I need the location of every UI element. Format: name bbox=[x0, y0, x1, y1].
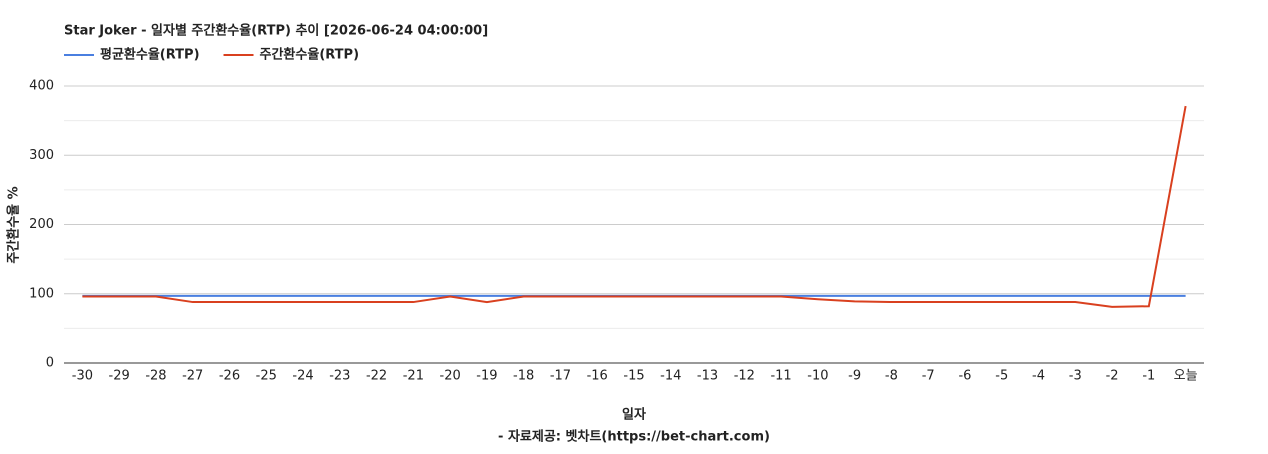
x-tick-label: 오늘 bbox=[1174, 369, 1198, 384]
x-tick-label: -3 bbox=[1069, 369, 1082, 384]
x-tick-label: -29 bbox=[109, 369, 130, 384]
y-axis-title: 주간환수율 % bbox=[6, 186, 22, 263]
series-line bbox=[82, 105, 1187, 308]
x-tick-label: -22 bbox=[366, 369, 387, 384]
x-tick-label: -1 bbox=[1142, 369, 1155, 384]
x-tick-label: -26 bbox=[219, 369, 240, 384]
x-tick-label: -25 bbox=[256, 369, 277, 384]
y-tick-label: 400 bbox=[29, 79, 54, 94]
x-tick-label: -24 bbox=[292, 369, 313, 384]
chart-title: Star Joker - 일자별 주간환수율(RTP) 추이 [2026-06-… bbox=[64, 23, 488, 39]
x-tick-label: -13 bbox=[697, 369, 718, 384]
x-tick-label: -19 bbox=[476, 369, 497, 384]
x-axis-title: 일자 bbox=[622, 408, 646, 423]
x-tick-label: -14 bbox=[660, 369, 681, 384]
x-tick-label: -17 bbox=[550, 369, 571, 384]
legend-label: 평균환수율(RTP) bbox=[100, 47, 200, 63]
x-tick-label: -6 bbox=[958, 369, 971, 384]
x-tick-label: -21 bbox=[403, 369, 424, 384]
x-tick-label: -2 bbox=[1106, 369, 1119, 384]
y-tick-label: 200 bbox=[29, 217, 54, 232]
y-tick-label: 100 bbox=[29, 286, 54, 301]
legend-label: 주간환수율(RTP) bbox=[260, 47, 360, 63]
x-tick-label: -15 bbox=[623, 369, 644, 384]
y-tick-label: 300 bbox=[29, 148, 54, 163]
x-tick-label: -28 bbox=[145, 369, 166, 384]
x-tick-label: -30 bbox=[72, 369, 93, 384]
x-tick-label: -12 bbox=[734, 369, 755, 384]
x-tick-label: -5 bbox=[995, 369, 1008, 384]
y-tick-label: 0 bbox=[46, 356, 54, 371]
x-tick-label: -16 bbox=[587, 369, 608, 384]
source-note: - 자료제공: 벳차트(https://bet-chart.com) bbox=[498, 429, 770, 445]
x-tick-label: -27 bbox=[182, 369, 203, 384]
x-tick-label: -20 bbox=[440, 369, 461, 384]
x-tick-label: -10 bbox=[807, 369, 828, 384]
x-tick-label: -4 bbox=[1032, 369, 1045, 384]
x-tick-label: -11 bbox=[770, 369, 791, 384]
x-tick-label: -18 bbox=[513, 369, 534, 384]
x-tick-label: -23 bbox=[329, 369, 350, 384]
x-tick-label: -8 bbox=[885, 369, 898, 384]
x-tick-label: -7 bbox=[922, 369, 935, 384]
x-tick-label: -9 bbox=[848, 369, 861, 384]
